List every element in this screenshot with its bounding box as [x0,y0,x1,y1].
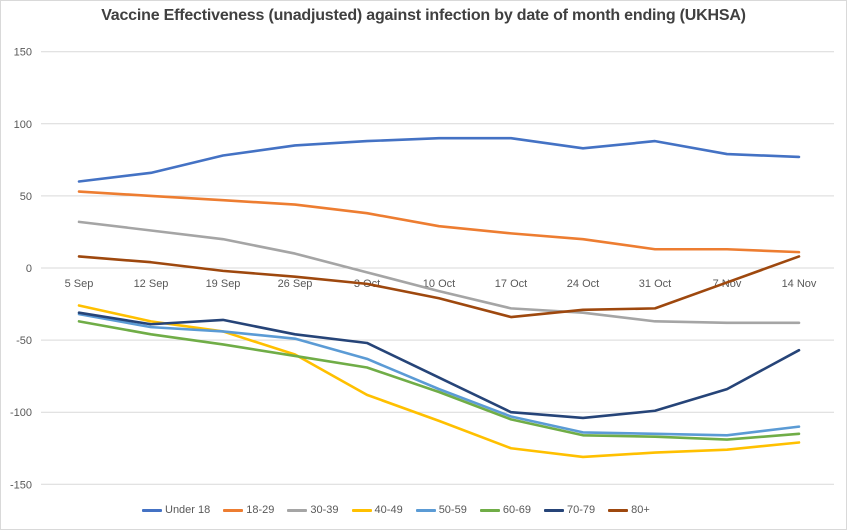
y-axis-label: 0 [26,263,32,275]
x-axis-label-31-oct: 31 Oct [639,278,671,290]
legend-label-18-29: 18-29 [246,504,275,516]
x-axis-label-5-sep: 5 Sep [65,278,94,290]
y-axis-label: 100 [14,119,32,131]
y-axis-label: -150 [10,479,32,491]
x-axis-label-24-oct: 24 Oct [567,278,599,290]
x-axis-label-12-sep: 12 Sep [134,278,169,290]
legend-item-70-79[interactable]: 70-79 [543,504,596,516]
legend-marker-50-59 [415,508,436,512]
legend-marker-under-18 [142,508,162,512]
legend-item-60-69[interactable]: 60-69 [479,504,531,516]
series-line-60-69[interactable] [77,320,801,441]
legend-item-40-49[interactable]: 40-49 [351,504,403,516]
legend-item-30-39[interactable]: 30-39 [287,504,339,516]
legend-marker-30-39 [287,508,308,512]
legend-item-under-18[interactable]: Under 18 [142,504,210,516]
y-axis-label: -50 [16,335,32,347]
y-axis-label: 50 [20,191,32,203]
legend-item-80[interactable]: 80+ [608,504,650,516]
chart-title: Vaccine Effectiveness (unadjusted) again… [101,7,746,24]
legend-item-18-29[interactable]: 18-29 [223,504,274,516]
legend-label-80: 80+ [631,504,650,516]
legend-label-50-59: 50-59 [438,504,467,516]
series-line-under-18[interactable] [77,136,801,183]
legend-label-30-39: 30-39 [310,504,339,516]
series-line-70-79[interactable] [77,311,801,420]
x-axis-label-17-oct: 17 Oct [495,278,527,290]
x-axis-label-19-sep: 19 Sep [206,278,241,290]
legend-label-60-69: 60-69 [502,504,531,516]
legend-label-under-18: Under 18 [165,504,211,516]
x-axis-label-14-nov: 14 Nov [782,278,817,290]
legend-label-70-79: 70-79 [566,504,596,516]
legend-label-40-49: 40-49 [374,504,403,516]
y-axis-label: -100 [10,407,32,419]
legend-item-50-59[interactable]: 50-59 [415,504,467,516]
series-line-40-49[interactable] [77,304,801,459]
x-axis-label-10-oct: 10 Oct [423,278,455,290]
y-axis-label: 150 [14,47,32,59]
legend-marker-18-29 [223,508,244,512]
series-line-50-59[interactable] [77,312,801,437]
legend-marker-60-69 [479,508,500,512]
series-line-18-29[interactable] [77,190,801,254]
legend-marker-80 [608,508,629,512]
legend-marker-70-79 [543,508,564,512]
legend: Under 18 18-29 30-39 40-49 50-59 60-69 70-79 80… [142,502,650,518]
legend-marker-40-49 [351,508,372,512]
series-line-30-39[interactable] [77,220,801,325]
series-line-80[interactable] [77,255,801,319]
x-axis-label-26-sep: 26 Sep [278,278,313,290]
